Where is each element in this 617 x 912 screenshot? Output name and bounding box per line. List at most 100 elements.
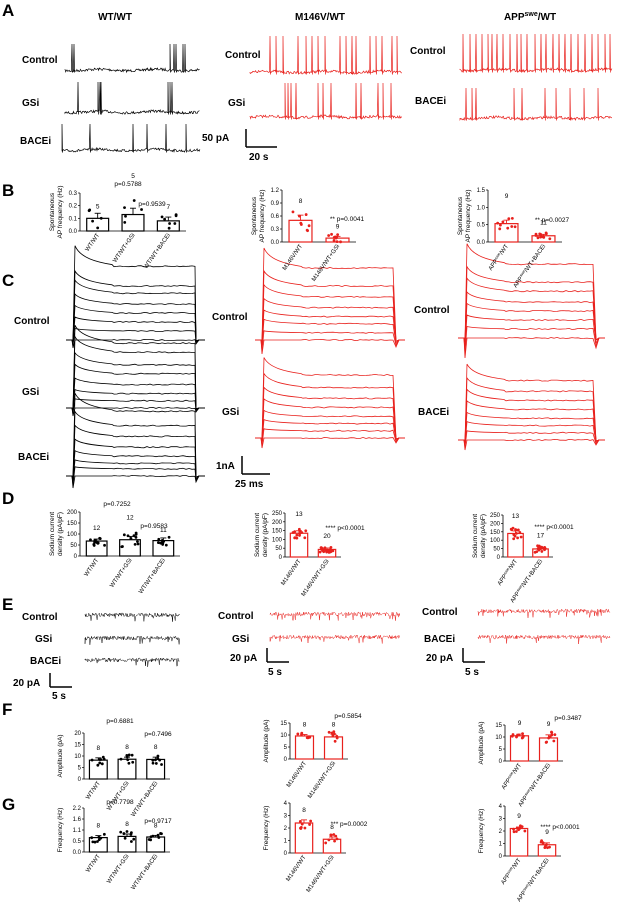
trace-c-m146v-control-sweep-8 (255, 247, 405, 343)
data-point (167, 535, 171, 539)
data-point (293, 530, 297, 534)
data-point (291, 210, 295, 214)
trace-a-wt-control (64, 43, 200, 74)
data-point (124, 214, 127, 218)
data-point (512, 827, 515, 831)
n-label: 5 (131, 173, 135, 180)
y-tick-label: 0 (284, 851, 288, 857)
data-point (335, 734, 339, 738)
p-value-label: p=0.5854 (334, 713, 362, 720)
data-point (498, 227, 502, 231)
data-point (512, 533, 516, 537)
data-point (99, 836, 103, 840)
data-point (103, 543, 106, 547)
trace-c-app-bacei-sweep-3 (458, 420, 605, 446)
row-label-a-wt-gsi: GSi (22, 98, 39, 109)
trace-e-m146v-control (269, 611, 401, 622)
n-label: 9 (518, 720, 522, 727)
x-category-label: WT/WT+GSi (106, 781, 130, 812)
trace-e-app-control (477, 608, 611, 618)
trace-e-wt-control (84, 612, 180, 622)
y-tick-label: 3 (284, 814, 288, 820)
trace-e-app-bacei (477, 634, 611, 645)
column-header-m146v: M146V/WT (295, 12, 345, 23)
trace-c-wt-control-sweep-2 (66, 327, 205, 347)
data-point (130, 753, 134, 757)
trace-c-app-bacei-sweep-2 (458, 430, 605, 448)
data-point (164, 543, 168, 547)
y-tick-label: 0.0 (271, 240, 280, 246)
data-point (122, 832, 126, 835)
traces-e (84, 608, 611, 668)
x-category-label: WT/WT (84, 557, 101, 577)
data-point (332, 239, 336, 242)
data-point (101, 755, 105, 759)
data-point (300, 531, 304, 534)
data-point (163, 217, 167, 221)
row-label-e-m146v-gsi: GSi (232, 634, 249, 645)
data-point (318, 550, 322, 554)
trace-c-wt-control-sweep-7 (66, 269, 205, 343)
row-label-c-m146v-gsi: GSi (222, 407, 239, 418)
x-category-label: WT/WT+BACEi (143, 233, 172, 270)
y-tick-label: 150 (67, 521, 78, 527)
y-axis-label: Amplitude (pA) (478, 722, 485, 765)
y-tick-label: 50 (493, 547, 500, 553)
n-label: 12 (93, 525, 101, 532)
n-label: 8 (97, 745, 101, 752)
data-point (511, 733, 515, 736)
trace-c-wt-bacei-sweep-4 (66, 449, 205, 479)
data-point (300, 731, 304, 735)
data-point (510, 225, 514, 228)
x-category-label: M146V/WT+GSi (301, 559, 331, 598)
scalebar-e-wt-y: 20 pA (13, 678, 40, 689)
data-point (156, 833, 160, 837)
trace-c-wt-gsi-sweep-8 (66, 325, 205, 411)
data-point (327, 730, 331, 734)
scalebar-e-m146v-y: 20 pA (230, 653, 257, 664)
p-value-label: p=0.7252 (103, 501, 131, 508)
chart-g-m146v: 0 1 2 3 4 Frequency (Hz) 8 M146V/WT 8 M146V/WT+GS… (263, 801, 368, 894)
y-tick-label: 0.5 (477, 223, 486, 229)
data-point (536, 236, 540, 240)
data-point (299, 827, 303, 830)
data-point (98, 536, 102, 540)
y-tick-label: 100 (272, 537, 283, 543)
panel-letter-c: C (2, 271, 14, 290)
data-point (98, 758, 101, 761)
data-point (89, 538, 92, 542)
chart-f-m146v: 0 5 10 15 Amplitude (pA) 8 M146V/WT 8 M146V/WT+G… (263, 713, 362, 800)
data-point (540, 550, 544, 553)
data-point (307, 224, 311, 228)
data-point (129, 831, 133, 835)
data-point (553, 733, 557, 737)
n-label: 8 (302, 807, 306, 814)
y-tick-label: 0.3 (271, 227, 280, 233)
data-point (512, 830, 516, 834)
data-point (552, 739, 556, 743)
row-label-c-wt-control: Control (14, 316, 50, 327)
scalebar-c: 1nA 25 ms (216, 456, 270, 490)
trace-c-wt-control-sweep-6 (66, 278, 205, 343)
trace-a-m146v-gsi (249, 82, 403, 120)
data-point (126, 758, 130, 762)
y-tick-label: 250 (490, 513, 501, 519)
p-value-label: ** p=0.0027 (535, 217, 570, 224)
data-point (515, 531, 518, 535)
n-label: 8 (332, 721, 336, 728)
trace-c-m146v-control-sweep-6 (255, 283, 405, 343)
data-point (296, 732, 300, 736)
data-point (157, 836, 161, 839)
y-axis-label: Sodium currentdensity (pA/pF) (49, 512, 64, 556)
trace-c-app-control-sweep-2 (458, 325, 605, 354)
data-point (96, 763, 100, 767)
trace-c-wt-control-sweep-8 (66, 245, 205, 343)
y-axis-label: Frequency (Hz) (263, 806, 270, 851)
p-value-label: p=0.6881 (106, 718, 134, 725)
x-category-label: WT/WT+GSi (106, 854, 130, 885)
data-point (160, 763, 163, 766)
data-point (513, 225, 517, 229)
trace-c-wt-control-sweep-1 (66, 338, 205, 349)
panel-letter-b: B (2, 181, 14, 200)
y-tick-label: 1.0 (477, 205, 486, 211)
